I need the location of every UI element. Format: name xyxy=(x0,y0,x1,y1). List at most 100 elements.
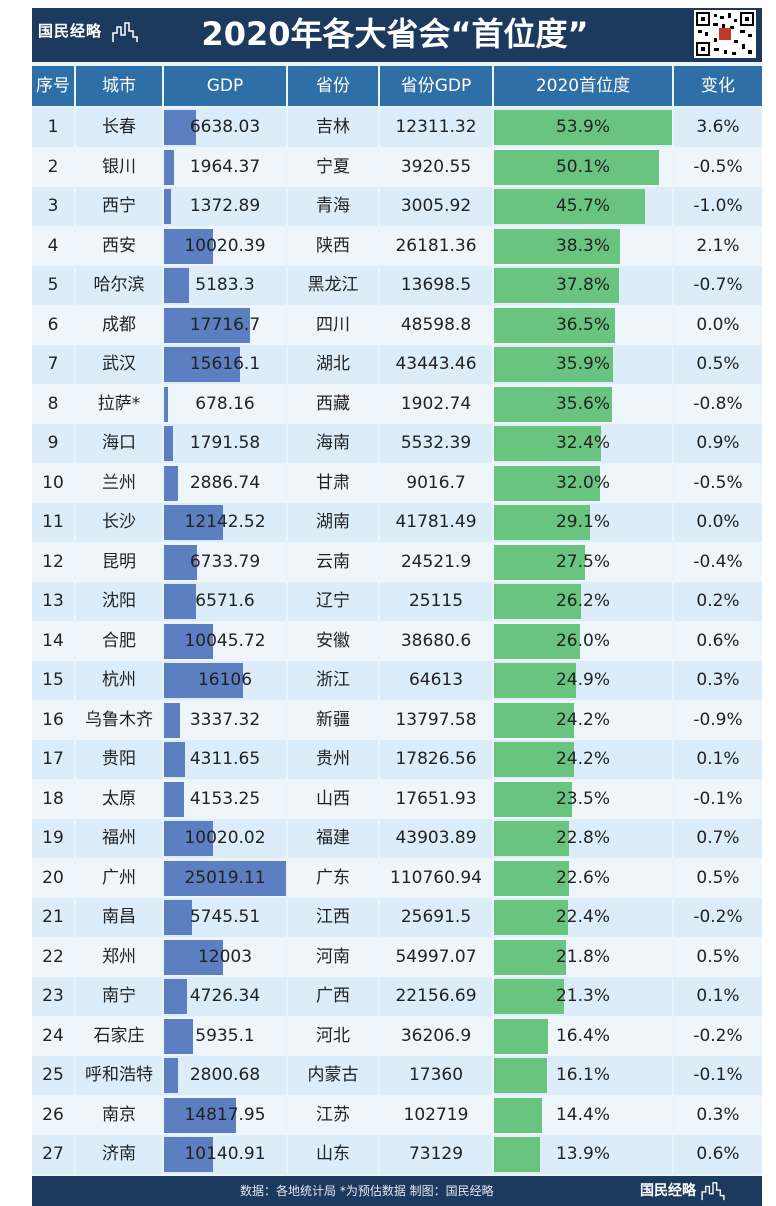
cell-background xyxy=(288,661,378,700)
cell-background xyxy=(674,819,762,858)
cell-background xyxy=(674,1056,762,1095)
cell-background xyxy=(380,1056,492,1095)
cell-ratio: 50.1% xyxy=(555,156,610,177)
cell-province-gdp: 73129 xyxy=(408,1144,464,1164)
cell-background xyxy=(380,779,492,819)
ratio-bar xyxy=(494,268,619,303)
cell-background xyxy=(76,937,162,977)
cell-background xyxy=(674,937,762,977)
cell-ratio: 21.3% xyxy=(555,986,610,1006)
cell-rank: 20 xyxy=(42,867,64,888)
cell-background xyxy=(32,1135,74,1174)
cell-background xyxy=(288,819,378,858)
cell-background xyxy=(32,819,74,858)
cell-change: 2.1% xyxy=(696,235,740,256)
cell-background xyxy=(674,740,762,779)
cell-background xyxy=(288,937,378,977)
gdp-bar xyxy=(164,544,197,580)
cell-city: 成都 xyxy=(102,314,136,335)
brand-logo-bottom: 国民经略 xyxy=(640,1180,725,1201)
cell-background xyxy=(380,819,492,858)
cell-rank: 1 xyxy=(47,117,59,137)
cell-change: -0.5% xyxy=(693,156,743,177)
cell-background xyxy=(380,661,492,700)
cell-ratio: 23.5% xyxy=(555,788,610,809)
cell-change: 0.6% xyxy=(696,630,740,651)
cell-ratio: 29.1% xyxy=(555,512,610,532)
ratio-bar xyxy=(494,742,574,777)
cell-rank: 16 xyxy=(42,709,64,730)
cell-gdp: 12003 xyxy=(197,946,253,967)
cell-city: 乌鲁木齐 xyxy=(85,709,153,730)
gdp-bar xyxy=(164,900,193,935)
cell-background xyxy=(288,740,378,779)
cell-rank: 11 xyxy=(42,512,64,532)
cell-change: -0.1% xyxy=(693,1065,743,1085)
cell-province: 陕西 xyxy=(316,235,350,256)
cell-background xyxy=(674,147,762,187)
cell-background xyxy=(76,582,162,621)
cell-background xyxy=(76,187,162,226)
cell-background xyxy=(32,463,74,503)
column-header-ratio: 2020首位度 xyxy=(494,66,672,106)
cell-rank: 4 xyxy=(47,235,59,256)
cell-rank: 6 xyxy=(47,314,59,335)
cell-background xyxy=(76,463,162,503)
cell-province-gdp: 102719 xyxy=(403,1104,469,1125)
cell-background xyxy=(380,582,492,621)
cell-province-gdp: 38680.6 xyxy=(400,630,472,651)
column-header-change: 变化 xyxy=(674,66,762,106)
cell-city: 广州 xyxy=(102,867,136,888)
cell-background xyxy=(76,226,162,266)
cell-background xyxy=(32,226,74,266)
cell-city: 南京 xyxy=(102,1104,136,1125)
cell-gdp: 4726.34 xyxy=(189,986,261,1006)
gdp-bar xyxy=(164,347,241,382)
cell-background xyxy=(674,345,762,384)
cell-ratio: 24.2% xyxy=(555,709,610,730)
cell-rank: 15 xyxy=(42,670,64,690)
cell-city: 福州 xyxy=(102,828,136,848)
cell-province: 湖北 xyxy=(316,354,350,374)
cell-gdp: 10045.72 xyxy=(184,630,266,651)
cell-background xyxy=(288,1056,378,1095)
gdp-bar xyxy=(164,307,251,343)
cell-background xyxy=(32,1056,74,1095)
cell-background xyxy=(674,503,762,542)
cell-province: 黑龙江 xyxy=(307,275,359,295)
cell-city: 海口 xyxy=(102,433,136,453)
cell-background xyxy=(288,582,378,621)
ratio-bar xyxy=(494,505,591,540)
cell-background xyxy=(76,305,162,345)
cell-change: 0.1% xyxy=(696,749,740,769)
cell-province-gdp: 22156.69 xyxy=(395,986,477,1006)
cell-city: 兰州 xyxy=(102,472,136,493)
cell-rank: 18 xyxy=(42,788,64,809)
cell-city: 济南 xyxy=(102,1144,136,1164)
cell-background xyxy=(380,1016,492,1056)
cell-background xyxy=(76,503,162,542)
cell-province: 福建 xyxy=(316,828,350,848)
gdp-bar xyxy=(164,465,179,501)
cell-background xyxy=(76,700,162,740)
cell-gdp: 6733.79 xyxy=(189,551,261,572)
cell-change: 0.7% xyxy=(696,828,740,848)
cell-ratio: 22.4% xyxy=(555,907,610,927)
city-skyline-icon xyxy=(112,21,138,42)
ratio-bar xyxy=(494,189,645,224)
cell-gdp: 25019.11 xyxy=(184,867,266,888)
cell-background xyxy=(288,1095,378,1135)
cell-province-gdp: 24521.9 xyxy=(400,551,472,572)
cell-background xyxy=(674,108,762,147)
cell-background xyxy=(674,542,762,582)
gdp-bar xyxy=(164,623,213,659)
cell-province: 广东 xyxy=(316,867,350,888)
cell-background xyxy=(32,503,74,542)
cell-ratio: 24.9% xyxy=(555,670,610,690)
cell-background xyxy=(380,1135,492,1174)
ratio-bar xyxy=(494,939,566,975)
cell-rank: 8 xyxy=(47,393,59,414)
cell-city: 长沙 xyxy=(102,512,136,532)
cell-province: 江西 xyxy=(316,907,350,927)
cell-gdp: 6571.6 xyxy=(195,591,255,611)
